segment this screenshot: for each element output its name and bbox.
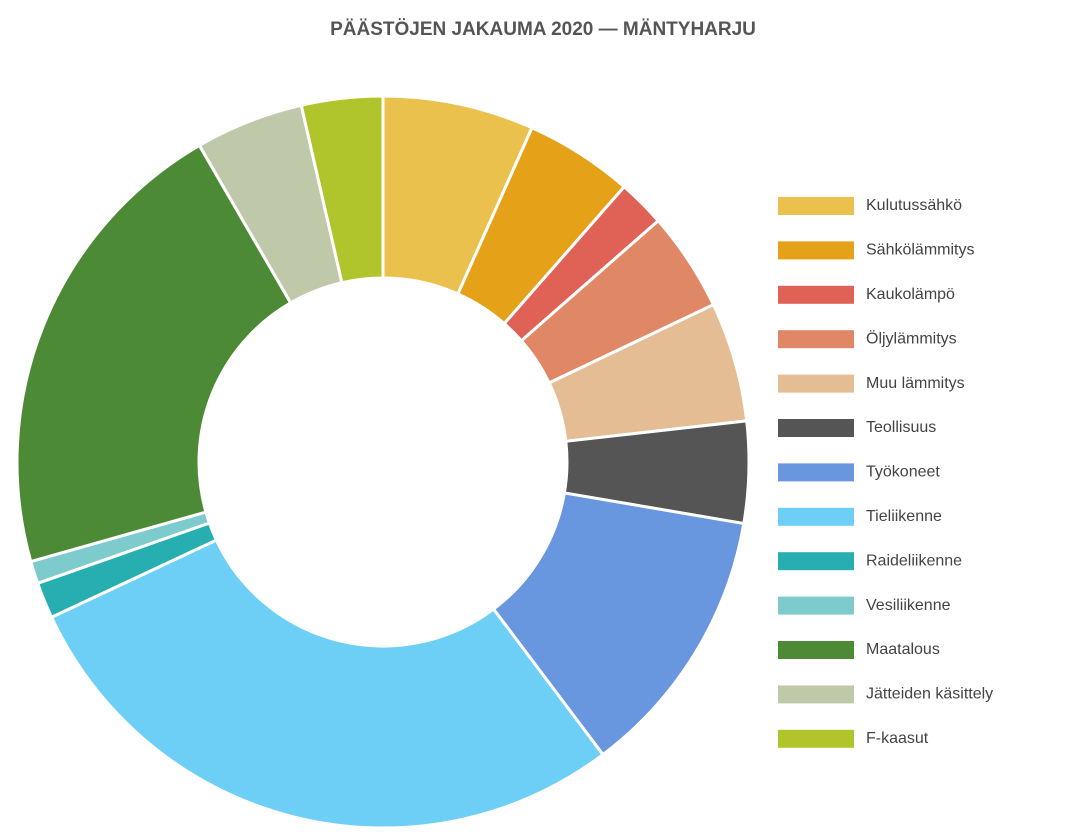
legend-swatch bbox=[778, 596, 854, 615]
legend-swatch bbox=[778, 507, 854, 526]
legend-label: Muu lämmitys bbox=[866, 375, 965, 392]
legend-swatch bbox=[778, 374, 854, 393]
legend-label: Kaukolämpö bbox=[866, 286, 955, 303]
legend-label: Raideliikenne bbox=[866, 552, 962, 569]
legend-label: Vesiliikenne bbox=[866, 597, 951, 614]
legend-label: Kulutussähkö bbox=[866, 197, 962, 214]
donut-segment bbox=[15, 143, 293, 564]
legend-swatch bbox=[778, 729, 854, 748]
legend-swatch bbox=[778, 330, 854, 349]
donut-segment bbox=[49, 538, 606, 830]
chart-title: PÄÄSTÖJEN JAKAUMA 2020 — MÄNTYHARJU bbox=[330, 19, 756, 40]
donut-segment bbox=[491, 491, 746, 757]
legend-label: Teollisuus bbox=[866, 419, 936, 436]
legend-swatch bbox=[778, 641, 854, 659]
legend-swatch bbox=[778, 552, 854, 571]
legend-label: F-kaasut bbox=[866, 730, 929, 747]
legend-swatch bbox=[778, 197, 854, 215]
legend-label: Tieliikenne bbox=[866, 508, 942, 525]
legend-swatch bbox=[778, 419, 854, 437]
legend-label: Öljylämmitys bbox=[866, 329, 957, 347]
donut-segment bbox=[299, 94, 385, 285]
legend-swatch bbox=[778, 463, 854, 482]
legend-label: Työkoneet bbox=[866, 464, 940, 481]
legend-label: Maatalous bbox=[866, 641, 940, 658]
legend-swatch bbox=[778, 241, 854, 260]
legend-label: Sähkölämmitys bbox=[866, 242, 974, 259]
legend-swatch bbox=[778, 685, 854, 704]
legend-swatch bbox=[778, 285, 854, 304]
legend-label: Jätteiden käsittely bbox=[866, 686, 993, 703]
